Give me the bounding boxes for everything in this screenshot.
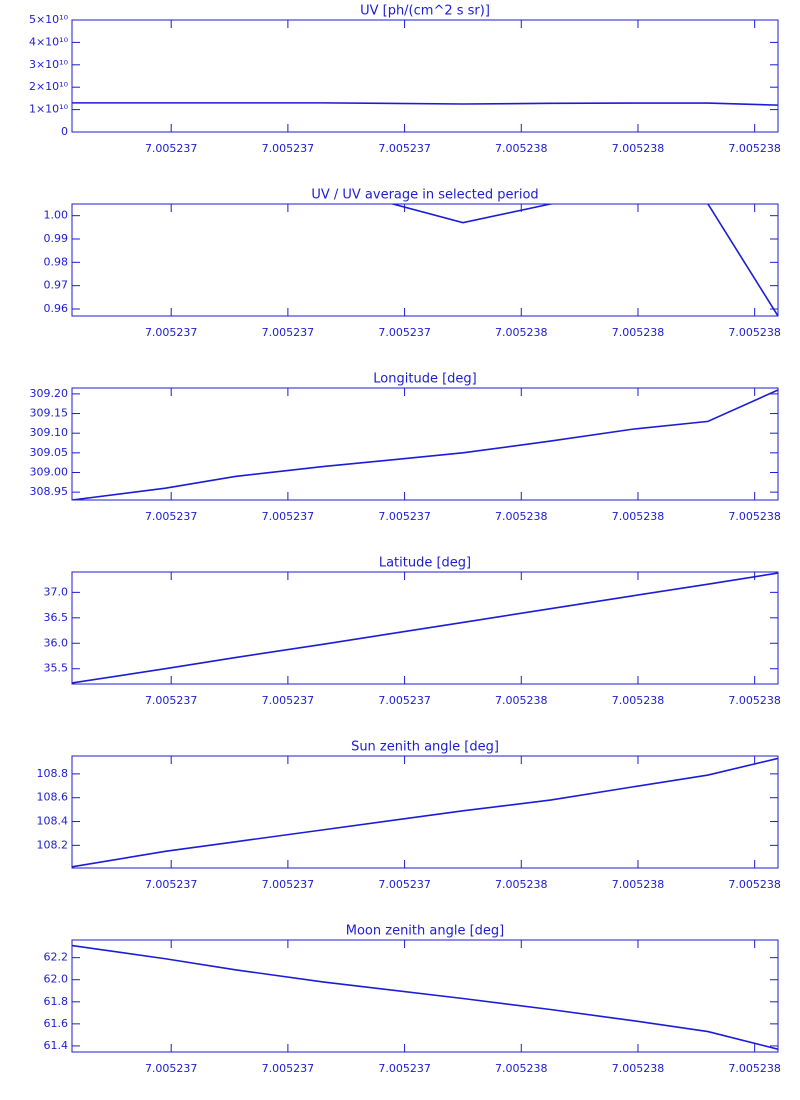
x-tick-label: 7.005237 xyxy=(262,1062,315,1075)
y-tick-label: 3×10¹⁰ xyxy=(29,58,69,71)
chart-title: Moon zenith angle [deg] xyxy=(346,924,504,939)
chart-title: Latitude [deg] xyxy=(379,556,471,571)
x-tick-label: 7.005237 xyxy=(378,694,431,707)
x-tick-label: 7.005237 xyxy=(145,510,198,523)
data-line xyxy=(72,572,778,684)
x-tick-label: 7.005237 xyxy=(378,878,431,891)
x-tick-label: 7.005238 xyxy=(728,694,781,707)
y-tick-label: 62.2 xyxy=(44,951,69,964)
plot-frame xyxy=(71,571,779,685)
plot-frame xyxy=(71,19,779,133)
y-tick-label: 108.4 xyxy=(37,815,69,828)
x-tick-label: 7.005237 xyxy=(378,1062,431,1075)
y-tick-label: 61.4 xyxy=(44,1039,69,1052)
x-tick-label: 7.005237 xyxy=(262,326,315,339)
plot-frame xyxy=(71,387,779,501)
data-line xyxy=(72,102,778,106)
y-tick-label: 0.98 xyxy=(44,255,69,268)
y-tick-label: 35.5 xyxy=(44,662,69,675)
x-tick-label: 7.005237 xyxy=(378,326,431,339)
data-line xyxy=(72,389,778,500)
x-tick-label: 7.005237 xyxy=(262,142,315,155)
y-tick-label: 309.05 xyxy=(30,446,69,459)
y-tick-label: 2×10¹⁰ xyxy=(29,80,69,93)
x-tick-label: 7.005238 xyxy=(612,694,665,707)
x-tick-label: 7.005238 xyxy=(612,878,665,891)
x-tick-label: 7.005237 xyxy=(145,694,198,707)
plot-frame xyxy=(71,755,779,869)
y-tick-label: 309.10 xyxy=(30,426,69,439)
data-line xyxy=(389,204,778,316)
x-tick-label: 7.005238 xyxy=(612,510,665,523)
x-tick-label: 7.005237 xyxy=(145,142,198,155)
x-tick-label: 7.005238 xyxy=(728,510,781,523)
x-tick-label: 7.005238 xyxy=(728,326,781,339)
x-tick-label: 7.005237 xyxy=(262,878,315,891)
x-tick-label: 7.005238 xyxy=(495,1062,548,1075)
x-tick-label: 7.005238 xyxy=(495,142,548,155)
y-tick-label: 37.0 xyxy=(44,585,69,598)
x-tick-label: 7.005238 xyxy=(728,142,781,155)
x-tick-label: 7.005237 xyxy=(378,510,431,523)
x-tick-label: 7.005238 xyxy=(495,878,548,891)
x-tick-label: 7.005237 xyxy=(262,510,315,523)
y-tick-label: 308.95 xyxy=(30,485,69,498)
x-tick-label: 7.005238 xyxy=(612,1062,665,1075)
y-tick-label: 61.8 xyxy=(44,995,69,1008)
x-tick-label: 7.005238 xyxy=(728,1062,781,1075)
y-tick-label: 1×10¹⁰ xyxy=(29,103,69,116)
y-tick-label: 36.5 xyxy=(44,611,69,624)
x-tick-label: 7.005237 xyxy=(145,1062,198,1075)
y-tick-label: 62.0 xyxy=(44,973,69,986)
x-tick-label: 7.005238 xyxy=(612,142,665,155)
y-tick-label: 108.8 xyxy=(37,767,69,780)
y-tick-label: 309.20 xyxy=(30,387,69,400)
data-line xyxy=(72,757,778,868)
y-tick-label: 108.2 xyxy=(37,838,69,851)
x-tick-label: 7.005238 xyxy=(495,326,548,339)
y-tick-label: 108.6 xyxy=(37,791,69,804)
x-tick-label: 7.005237 xyxy=(378,142,431,155)
x-tick-label: 7.005237 xyxy=(262,694,315,707)
y-tick-label: 4×10¹⁰ xyxy=(29,35,69,48)
chart-title: Sun zenith angle [deg] xyxy=(351,740,499,755)
y-tick-label: 0.97 xyxy=(44,279,69,292)
chart-title: UV [ph/(cm^2 s sr)] xyxy=(360,4,490,19)
y-tick-label: 36.0 xyxy=(44,636,69,649)
x-tick-label: 7.005238 xyxy=(495,694,548,707)
y-tick-label: 0.99 xyxy=(44,232,69,245)
y-tick-label: 5×10¹⁰ xyxy=(29,13,69,26)
x-tick-label: 7.005238 xyxy=(612,326,665,339)
chart-title: UV / UV average in selected period xyxy=(311,188,538,203)
y-tick-label: 309.15 xyxy=(30,407,69,420)
x-tick-label: 7.005238 xyxy=(728,878,781,891)
x-tick-label: 7.005237 xyxy=(145,326,198,339)
x-tick-label: 7.005238 xyxy=(495,510,548,523)
chart-title: Longitude [deg] xyxy=(373,372,476,387)
y-tick-label: 0 xyxy=(61,125,68,138)
data-line xyxy=(72,944,778,1051)
y-tick-label: 309.00 xyxy=(30,465,69,478)
plot-frame xyxy=(71,203,779,317)
plot-frame xyxy=(71,939,779,1053)
y-tick-label: 0.96 xyxy=(44,302,69,315)
y-tick-label: 1.00 xyxy=(44,209,69,222)
x-tick-label: 7.005237 xyxy=(145,878,198,891)
y-tick-label: 61.6 xyxy=(44,1017,69,1030)
